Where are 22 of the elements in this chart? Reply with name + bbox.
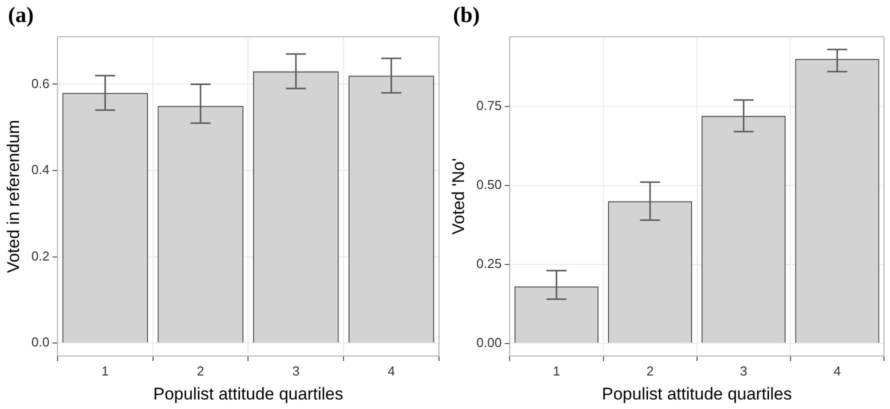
x-tick-label: 1 (102, 363, 109, 378)
x-tick-label: 2 (196, 363, 204, 378)
x-tick-label: 4 (834, 363, 841, 378)
x-axis-title: Populist attitude quartiles (602, 384, 792, 404)
y-tick-label: 0.25 (476, 256, 502, 271)
y-axis-title: Voted 'No' (448, 158, 468, 235)
x-tick-label: 3 (740, 363, 748, 378)
y-tick-label: 0.50 (476, 176, 502, 192)
y-tick-label: 0.00 (476, 334, 502, 350)
x-tick-label: 4 (388, 363, 395, 378)
x-tick-label: 2 (646, 363, 654, 378)
y-tick-label: 0.75 (476, 98, 502, 113)
x-axis-title: Populist attitude quartiles (153, 384, 344, 404)
y-tick-label: 0.2 (31, 248, 50, 264)
y-axis-title: Voted in referendum (4, 120, 23, 273)
chart-title: (b) (453, 2, 480, 28)
y-tick-label: 0.6 (31, 76, 50, 91)
y-tick-label: 0.0 (31, 334, 50, 350)
chart-title: (a) (8, 2, 34, 28)
x-tick-label: 1 (552, 363, 560, 378)
x-tick-label: 3 (292, 363, 300, 378)
y-tick-label: 0.4 (31, 162, 50, 178)
